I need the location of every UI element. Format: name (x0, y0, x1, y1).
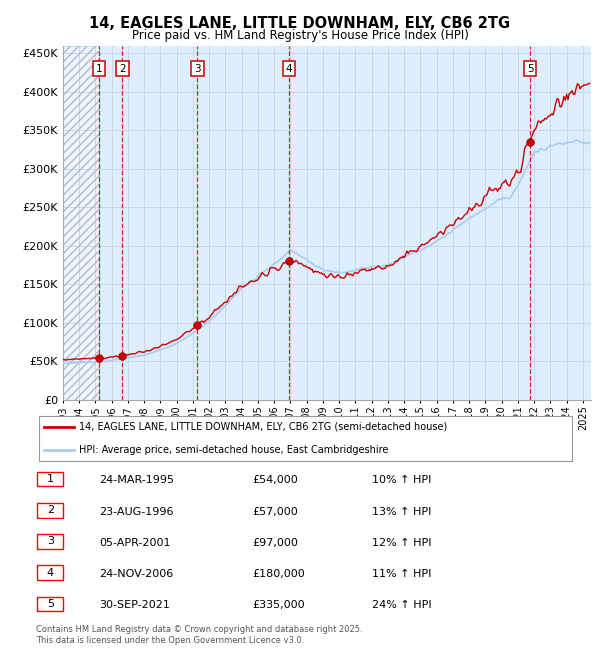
Text: 1: 1 (47, 474, 54, 484)
Text: 23-AUG-1996: 23-AUG-1996 (99, 506, 173, 517)
Text: £57,000: £57,000 (252, 506, 298, 517)
Text: £54,000: £54,000 (252, 475, 298, 486)
FancyBboxPatch shape (39, 416, 572, 461)
Text: 12% ↑ HPI: 12% ↑ HPI (372, 538, 431, 548)
FancyBboxPatch shape (37, 472, 63, 486)
Text: 10% ↑ HPI: 10% ↑ HPI (372, 475, 431, 486)
Text: 13% ↑ HPI: 13% ↑ HPI (372, 506, 431, 517)
Text: 11% ↑ HPI: 11% ↑ HPI (372, 569, 431, 579)
Text: Contains HM Land Registry data © Crown copyright and database right 2025.
This d: Contains HM Land Registry data © Crown c… (36, 625, 362, 645)
FancyBboxPatch shape (37, 503, 63, 517)
Text: 24-MAR-1995: 24-MAR-1995 (99, 475, 174, 486)
Text: 05-APR-2001: 05-APR-2001 (99, 538, 170, 548)
Text: 24% ↑ HPI: 24% ↑ HPI (372, 600, 431, 610)
Text: 4: 4 (286, 64, 292, 73)
Text: 30-SEP-2021: 30-SEP-2021 (99, 600, 170, 610)
Text: 24-NOV-2006: 24-NOV-2006 (99, 569, 173, 579)
Text: 5: 5 (47, 599, 54, 609)
Text: £180,000: £180,000 (252, 569, 305, 579)
Text: 3: 3 (47, 536, 54, 547)
Text: £335,000: £335,000 (252, 600, 305, 610)
Text: HPI: Average price, semi-detached house, East Cambridgeshire: HPI: Average price, semi-detached house,… (79, 445, 389, 455)
Text: 4: 4 (47, 567, 54, 578)
Text: 14, EAGLES LANE, LITTLE DOWNHAM, ELY, CB6 2TG (semi-detached house): 14, EAGLES LANE, LITTLE DOWNHAM, ELY, CB… (79, 422, 448, 432)
Bar (63, 46, 99, 400)
FancyBboxPatch shape (37, 597, 63, 611)
Text: 14, EAGLES LANE, LITTLE DOWNHAM, ELY, CB6 2TG: 14, EAGLES LANE, LITTLE DOWNHAM, ELY, CB… (89, 16, 511, 31)
Text: 2: 2 (119, 64, 125, 73)
Text: Price paid vs. HM Land Registry's House Price Index (HPI): Price paid vs. HM Land Registry's House … (131, 29, 469, 42)
FancyBboxPatch shape (37, 534, 63, 549)
FancyBboxPatch shape (37, 566, 63, 580)
Text: 5: 5 (527, 64, 533, 73)
Text: 2: 2 (47, 505, 54, 515)
Bar (63, 46, 99, 400)
Text: 3: 3 (194, 64, 200, 73)
Text: 1: 1 (96, 64, 103, 73)
Text: £97,000: £97,000 (252, 538, 298, 548)
